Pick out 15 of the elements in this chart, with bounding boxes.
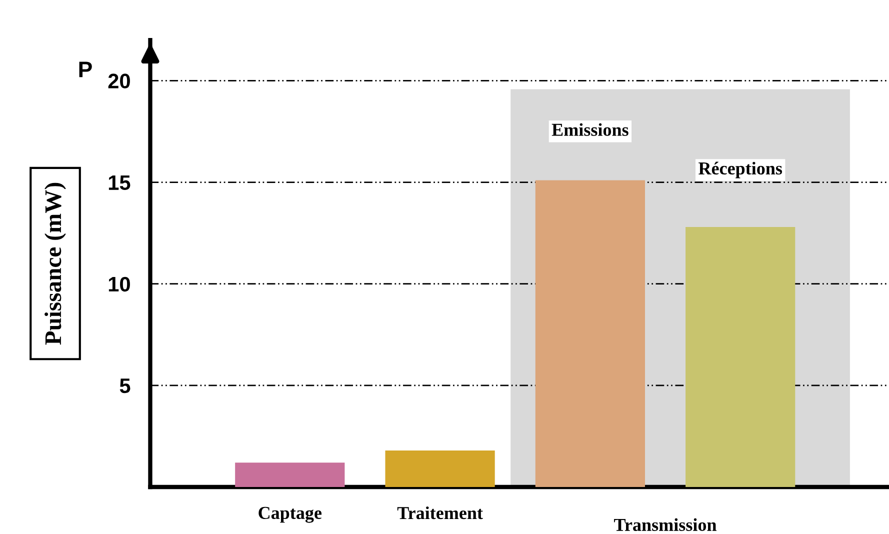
y-axis-title: Puissance (mW) bbox=[44, 182, 66, 345]
x-tick-label: Captage bbox=[258, 506, 322, 523]
y-tick-label: 10 bbox=[108, 276, 130, 292]
bar bbox=[235, 462, 345, 488]
y-tick-label: 20 bbox=[108, 74, 130, 88]
y-tick-label: 15 bbox=[108, 175, 130, 190]
bar bbox=[385, 450, 495, 488]
bar bbox=[686, 226, 796, 488]
text: P bbox=[79, 62, 92, 78]
text: Transmission bbox=[614, 518, 717, 531]
x-tick-label: Traitement bbox=[397, 506, 483, 520]
annotation: Emissions bbox=[552, 123, 628, 136]
annotation: Réceptions bbox=[698, 162, 782, 178]
y-tick-label: 5 bbox=[120, 378, 130, 394]
bar bbox=[535, 180, 645, 488]
